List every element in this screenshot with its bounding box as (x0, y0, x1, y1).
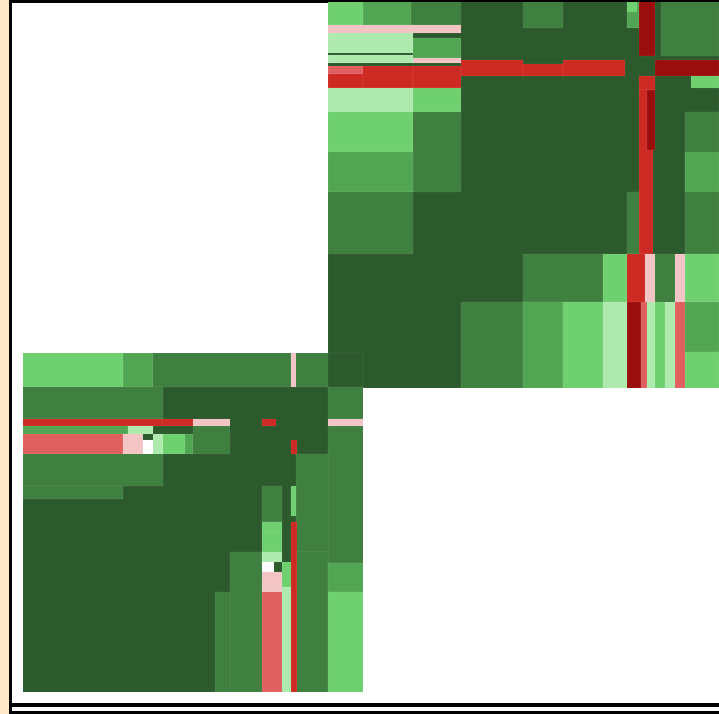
bottom-left-matrix-cell-4 (290, 352, 297, 388)
bottom-left-matrix-cell-31 (261, 551, 283, 563)
bottom-left-matrix-cell-9 (162, 418, 194, 427)
top-right-matrix-cell-18 (562, 59, 626, 77)
top-right-matrix-cell-17 (522, 63, 564, 77)
frame-left-border (9, 0, 12, 707)
top-right-matrix-cell-10 (327, 54, 414, 64)
bottom-left-matrix-cell-33 (261, 571, 283, 593)
top-right-matrix-cell-22 (327, 111, 414, 153)
bottom-left-matrix-cell-13 (22, 425, 129, 435)
bottom-left-matrix-cell-14 (127, 425, 154, 435)
bottom-left-matrix-cell-10 (192, 418, 231, 427)
top-right-matrix-cell-31 (638, 75, 656, 91)
bottom-left-matrix-cell-19 (162, 433, 186, 455)
bottom-left-matrix-cell-26 (295, 453, 329, 553)
bottom-left-matrix-cell-6 (22, 386, 164, 420)
bottom-left-matrix-cell-12 (327, 418, 364, 427)
top-right-matrix-cell-43 (684, 253, 719, 303)
top-right-matrix-cell-47 (522, 301, 564, 389)
bottom-left-matrix-cell-27 (290, 485, 297, 517)
top-right-matrix-cell-6 (412, 24, 462, 34)
top-right-matrix-cell-50 (626, 301, 642, 389)
bottom-left-matrix-cell-2 (122, 352, 154, 388)
bottom-left-matrix-cell-21 (192, 425, 231, 455)
bottom-left-matrix-cell-15 (22, 433, 124, 455)
top-right-matrix-cell-51 (640, 301, 648, 389)
bottom-left-matrix-cell-1 (22, 352, 124, 388)
top-right-matrix-cell-46 (460, 301, 524, 389)
bottom-left-matrix-cell-25 (327, 425, 364, 564)
bottom-left-matrix-cell-41 (327, 562, 364, 593)
top-right-matrix (327, 0, 719, 389)
bottom-left-matrix-cell-40 (296, 551, 329, 693)
top-right-matrix-cell-27 (626, 0, 638, 13)
top-right-matrix-cell-53 (654, 301, 666, 389)
bottom-left-matrix (22, 352, 364, 693)
top-right-matrix-cell-34 (626, 191, 640, 255)
top-right-matrix-cell-14 (362, 65, 414, 89)
top-right-matrix-cell-55 (674, 301, 686, 389)
bottom-left-matrix-cell-32 (261, 561, 275, 573)
top-right-matrix-cell-54 (664, 301, 676, 389)
bottom-left-matrix-cell-16 (122, 433, 144, 455)
bottom-left-matrix-cell-22 (290, 439, 298, 455)
top-right-matrix-cell-29 (660, 0, 719, 57)
top-right-matrix-cell-36 (684, 151, 719, 193)
top-right-matrix-cell-11 (412, 57, 462, 64)
top-right-matrix-cell-37 (522, 253, 604, 303)
bottom-left-matrix-cell-39 (214, 591, 231, 693)
top-right-matrix-cell-20 (327, 87, 414, 113)
top-right-matrix-cell-28 (638, 0, 656, 57)
bottom-left-matrix-cell-30 (261, 531, 283, 553)
top-right-matrix-cell-3 (410, 0, 462, 26)
bottom-left-matrix-cell-36 (290, 521, 298, 693)
bottom-left-matrix-cell-7 (327, 386, 364, 420)
top-right-matrix-cell-30 (690, 75, 719, 89)
bottom-left-matrix-cell-24 (22, 485, 124, 500)
bottom-left-matrix-cell-20 (184, 433, 194, 455)
top-right-matrix-cell-24 (327, 151, 414, 193)
frame-bottom-border (9, 703, 719, 707)
top-right-matrix-cell-9 (412, 37, 462, 59)
top-right-matrix-cell-13 (327, 73, 364, 89)
bottom-left-matrix-cell-29 (261, 521, 283, 533)
bottom-left-matrix-cell-18 (152, 433, 164, 455)
top-right-matrix-cell-23 (412, 111, 462, 193)
top-right-matrix-cell-45 (684, 351, 719, 389)
top-right-matrix-cell-5 (327, 24, 414, 34)
bottom-left-matrix-cell-37 (281, 586, 292, 693)
bottom-left-matrix-cell-28 (261, 485, 283, 523)
bottom-left-matrix-cell-42 (327, 591, 364, 693)
top-right-matrix-cell-16 (460, 59, 524, 77)
top-right-matrix-cell-48 (562, 301, 604, 389)
top-right-matrix-cell-2 (362, 0, 412, 26)
top-right-matrix-cell-21 (412, 87, 462, 113)
bottom-left-matrix-cell-5 (295, 352, 329, 388)
top-right-matrix-cell-7 (327, 32, 414, 44)
top-right-matrix-cell-44 (684, 301, 719, 353)
bottom-left-matrix-cell-38 (229, 551, 263, 693)
top-right-matrix-cell-33 (646, 89, 656, 151)
bottom-left-matrix-cell-8 (22, 418, 164, 427)
top-right-matrix-cell-1 (327, 0, 364, 26)
bottom-left-matrix-cell-34 (261, 591, 283, 693)
top-right-matrix-cell-52 (646, 301, 656, 389)
bottom-left-matrix-cell-3 (152, 352, 292, 388)
bottom-left-matrix-cell-35 (281, 561, 292, 588)
top-right-matrix-cell-8 (327, 42, 414, 54)
top-right-matrix-cell-19 (654, 59, 719, 77)
top-right-matrix-cell-49 (602, 301, 628, 389)
bottom-left-matrix-cell-23 (22, 453, 164, 487)
top-right-matrix-cell-25 (327, 191, 414, 255)
bottom-left-matrix-cell-11 (261, 418, 277, 427)
top-right-matrix-cell-12 (327, 65, 364, 75)
top-right-matrix-cell-4 (522, 0, 564, 29)
top-right-matrix-cell-15 (412, 65, 462, 89)
bottom-left-matrix-cell-17 (142, 439, 154, 455)
frame-top-border (9, 0, 719, 2)
